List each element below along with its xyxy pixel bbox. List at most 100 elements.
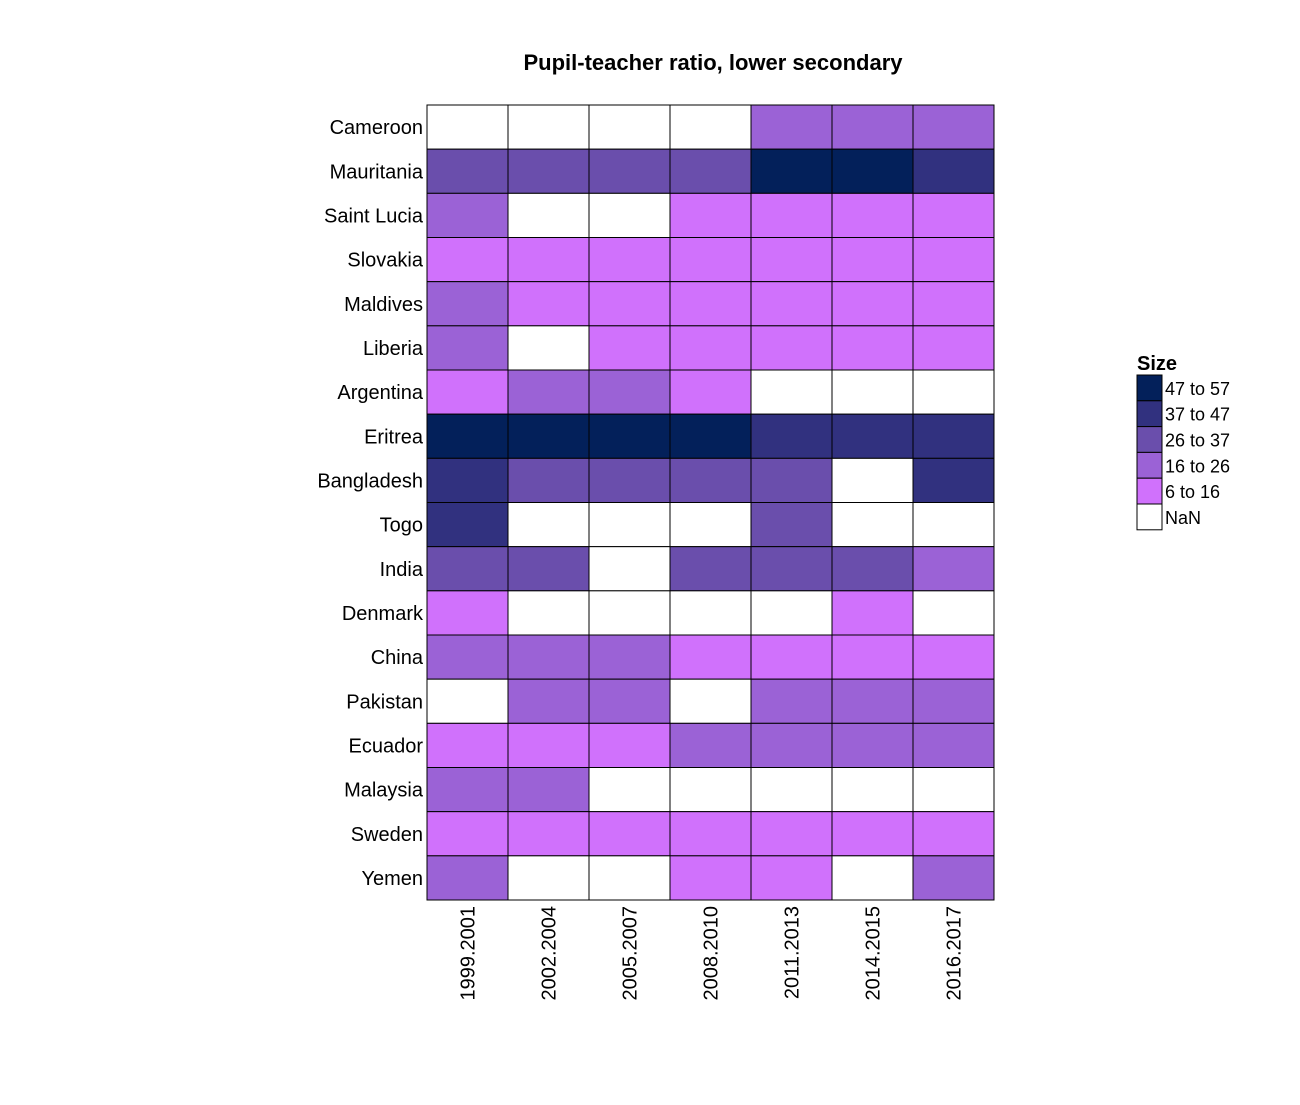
heatmap-cell <box>426 192 509 238</box>
heatmap-cell <box>912 546 995 592</box>
heatmap-cell <box>507 325 590 371</box>
row-label: Cameroon <box>330 117 423 139</box>
heatmap-cell <box>669 767 752 813</box>
heatmap-cell <box>912 855 995 901</box>
heatmap-cell <box>426 767 509 813</box>
heatmap-cell <box>831 369 914 415</box>
heatmap-cell <box>912 192 995 238</box>
heatmap-cell <box>831 767 914 813</box>
heatmap-cell <box>750 325 833 371</box>
heatmap-cell <box>507 457 590 504</box>
heatmap-cell <box>588 192 671 238</box>
heatmap-cell <box>750 722 833 768</box>
heatmap-cell <box>750 502 833 548</box>
heatmap-cell <box>426 148 509 194</box>
heatmap-cell <box>507 502 590 548</box>
heatmap-cell <box>750 546 833 592</box>
row-label: Mauritania <box>330 161 424 183</box>
row-label: Eritrea <box>364 426 424 448</box>
heatmap-cell <box>588 148 671 194</box>
heatmap-cell <box>912 104 995 150</box>
heatmap-cell <box>588 502 671 548</box>
legend-label: 6 to 16 <box>1165 482 1220 502</box>
heatmap-cell <box>669 237 752 283</box>
legend-label: NaN <box>1165 508 1201 528</box>
heatmap-cell <box>912 148 995 194</box>
legend-label: 47 to 57 <box>1165 379 1230 399</box>
legend-swatch <box>1136 503 1163 531</box>
heatmap-cell <box>831 192 914 238</box>
row-label: Bangladesh <box>317 470 423 492</box>
column-label: 1999.2001 <box>458 906 480 1001</box>
column-labels: 1999.2001 2002.2004 2005.2007 2008.2010 2011… <box>458 906 966 1001</box>
heatmap-cell <box>588 281 671 327</box>
heatmap-cell <box>912 457 995 504</box>
heatmap-cell <box>507 678 590 724</box>
heatmap-cell <box>669 590 752 636</box>
heatmap-cell <box>831 413 914 459</box>
heatmap-cell <box>507 767 590 813</box>
heatmap-cell <box>750 457 833 504</box>
legend-swatch <box>1136 426 1163 453</box>
heatmap-cell <box>588 237 671 283</box>
heatmap-cell <box>669 546 752 592</box>
column-label: 2014.2015 <box>863 906 885 1001</box>
heatmap-cell <box>507 590 590 636</box>
heatmap-cell <box>831 590 914 636</box>
row-label: Slovakia <box>347 250 423 272</box>
row-label: Ecuador <box>349 735 424 757</box>
heatmap-cell <box>669 148 752 194</box>
row-labels: Cameroon Mauritania Saint Lucia Slovakia Mal… <box>317 117 424 890</box>
heatmap-cell <box>588 104 671 150</box>
heatmap-cell <box>912 634 995 680</box>
heatmap-cell <box>426 590 509 636</box>
heatmap-cell <box>588 767 671 813</box>
heatmap-cell <box>588 457 671 504</box>
heatmap-cell <box>588 590 671 636</box>
row-label: China <box>371 647 424 669</box>
heatmap-cell <box>507 413 590 459</box>
heatmap-cell <box>507 634 590 680</box>
legend-title: Size <box>1137 353 1177 375</box>
column-label: 2005.2007 <box>620 906 642 1001</box>
heatmap-cell <box>750 192 833 238</box>
heatmap-cell <box>912 767 995 813</box>
heatmap-cell <box>426 546 509 592</box>
heatmap-cell <box>912 281 995 327</box>
column-label: 2008.2010 <box>701 906 723 1001</box>
heatmap-cell <box>831 148 914 194</box>
heatmap-cell <box>669 413 752 459</box>
heatmap-cell <box>831 281 914 327</box>
heatmap-cells <box>426 104 995 901</box>
heatmap-cell <box>507 722 590 768</box>
heatmap-cell <box>669 281 752 327</box>
row-label: Malaysia <box>344 780 424 802</box>
heatmap-cell <box>426 369 509 415</box>
heatmap-cell <box>588 325 671 371</box>
legend-swatch <box>1136 451 1163 479</box>
heatmap-cell <box>750 811 833 857</box>
heatmap-cell <box>669 502 752 548</box>
heatmap-cell <box>507 104 590 150</box>
row-label: Liberia <box>363 338 424 360</box>
legend-swatch <box>1136 400 1163 428</box>
heatmap-cell <box>831 457 914 504</box>
heatmap-cell <box>912 590 995 636</box>
heatmap-cell <box>669 369 752 415</box>
heatmap-cell <box>831 855 914 901</box>
heatmap-cell <box>507 237 590 283</box>
column-label: 2016.2017 <box>944 906 966 1001</box>
heatmap-cell <box>831 104 914 150</box>
heatmap-cell <box>426 678 509 724</box>
row-label: Saint Lucia <box>324 205 424 227</box>
heatmap-cell <box>588 369 671 415</box>
heatmap-cell <box>426 325 509 371</box>
heatmap-cell <box>912 325 995 371</box>
legend-label: 37 to 47 <box>1165 405 1230 425</box>
heatmap-cell <box>669 192 752 238</box>
heatmap-cell <box>750 104 833 150</box>
heatmap-cell <box>831 634 914 680</box>
heatmap-cell <box>912 413 995 459</box>
